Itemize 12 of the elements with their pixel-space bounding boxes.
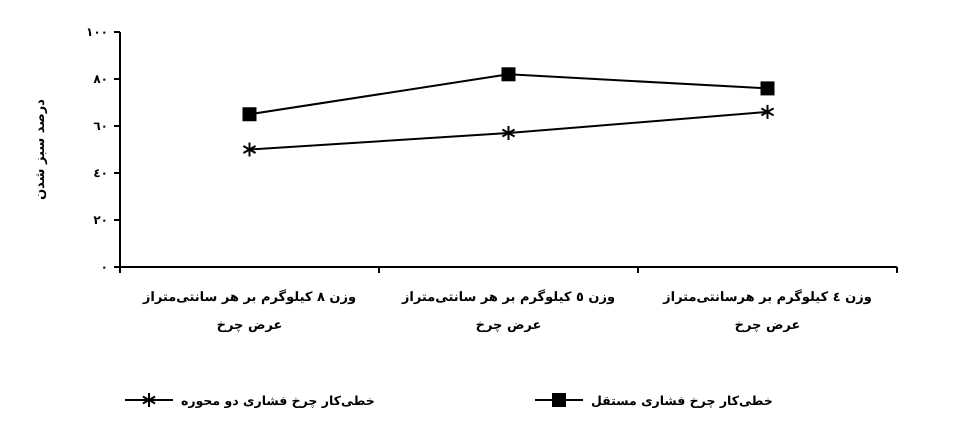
y-tick-label: ٨٠ bbox=[93, 72, 108, 86]
y-tick-label: ٤٠ bbox=[93, 166, 108, 180]
legend-label: خطی‌کار چرخ فشاری مستقل bbox=[591, 392, 773, 408]
y-tick-label: ٦٠ bbox=[93, 119, 108, 133]
legend-label: خطی‌کار چرخ فشاری دو محوره bbox=[181, 392, 375, 408]
x-tick-label: وزن ٨ کیلوگرم بر هر سانتی‌متراز عرض چرخ bbox=[141, 288, 358, 335]
y-tick-label: ٠ bbox=[100, 260, 108, 274]
x-tick-label: وزن ٥ کیلوگرم بر هر سانتی‌متراز عرض چرخ bbox=[400, 288, 616, 335]
y-tick-label: ١٠٠ bbox=[86, 25, 108, 39]
x-tick-label: وزن ٤ کیلوگرم بر هرسانتی‌متراز عرض چرخ bbox=[662, 288, 873, 335]
y-axis-title: درصد سبز شدن bbox=[33, 98, 48, 200]
y-tick-label: ٢٠ bbox=[93, 213, 108, 227]
